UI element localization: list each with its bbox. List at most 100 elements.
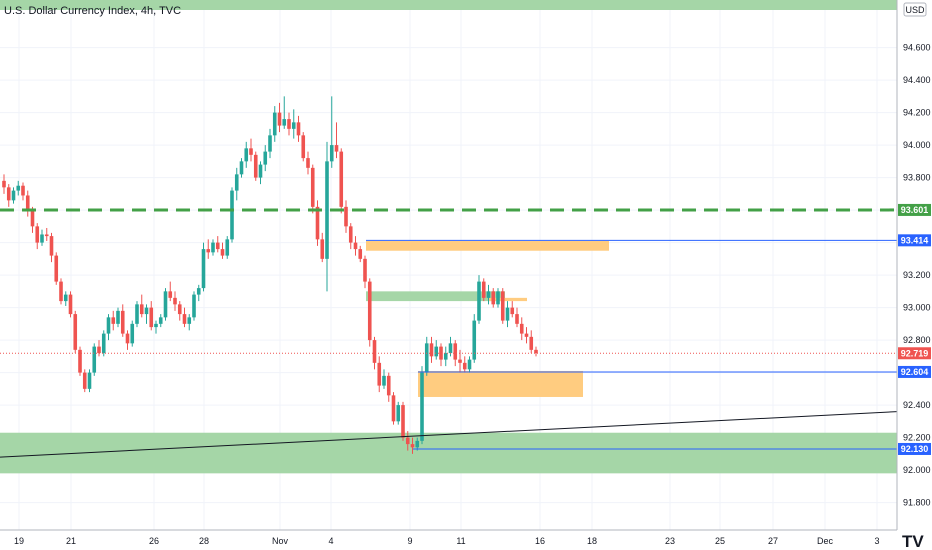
candle-body [410,444,415,448]
candle-body [97,346,101,354]
candle-body [310,167,315,207]
candle-body [358,249,363,259]
levels [0,208,898,458]
candle-body [458,359,462,363]
price-tag-label: 92.604 [901,367,929,377]
candle-body [177,304,182,315]
candle-body [206,249,211,253]
candle-body [348,226,353,243]
candle-body [291,122,296,129]
candle-body [377,362,382,386]
candle-body [329,145,334,162]
candle-body [139,304,144,315]
price-tag-label: 93.414 [901,235,929,245]
candle-body [16,185,21,191]
candle-body [472,320,477,360]
time-tick-label: 23 [665,536,675,546]
candle-body [25,195,30,211]
candle-body [21,185,25,196]
candle-body [158,317,163,324]
candle-body [306,158,310,168]
candle-body [196,288,201,295]
currency-badge[interactable]: USD [903,2,927,17]
candle-body [510,307,515,315]
candle-body [353,242,358,250]
candle-body [63,294,68,302]
candle-body [524,333,529,337]
candle-body [486,291,491,298]
price-axis-background[interactable] [897,0,932,530]
candle-body [30,210,35,227]
candle-body [173,297,177,305]
candle-body [49,236,54,256]
price-tick-label: 94.600 [903,43,931,53]
candle-body [182,314,187,324]
price-tick-label: 93.800 [903,173,931,183]
time-tick-label: Nov [272,536,289,546]
time-tick-label: 19 [14,536,24,546]
price-tag [898,442,931,455]
candle-body [301,135,306,159]
candle-body [35,226,40,243]
candle-body [344,206,348,227]
candle-body [529,336,534,350]
candle-body [187,317,192,324]
candle-body [44,234,49,237]
candle-body [130,323,135,344]
candle-body [111,317,116,324]
candle-body [120,310,125,334]
candle-body [372,340,377,363]
price-tick-label: 94.200 [903,108,931,118]
candle-body [230,190,234,240]
candle-body [420,372,424,441]
candle-body [334,145,339,152]
candle-body [125,333,130,344]
trend-line[interactable] [0,411,898,458]
time-tick-label: 28 [199,536,209,546]
candle-body [477,281,481,321]
candle-body [448,343,453,354]
candle-body [325,161,329,259]
candle-body [192,294,196,318]
candle-body [462,362,467,370]
candle-body [519,323,524,334]
candle-body [154,323,158,328]
candles [2,96,538,454]
candle-body [282,119,287,126]
currency-badge-box [903,2,927,17]
supply-zone-orange [366,240,609,251]
candle-body [386,375,391,396]
candle-body [401,405,405,438]
candle-body [244,148,249,162]
price-tick-label: 93.000 [903,303,931,313]
candle-body [73,314,78,350]
candle-body [415,440,420,448]
time-axis-background[interactable] [0,530,932,550]
price-tick-label: 94.400 [903,75,931,85]
time-tick-label: 9 [407,536,412,546]
candle-body [429,343,434,357]
tradingview-logo[interactable]: TV [902,532,924,550]
candle-body [315,206,320,240]
candle-body [40,234,44,243]
zones [0,0,897,474]
candle-body [92,346,97,373]
candle-body [253,154,258,178]
time-tick-label: 18 [587,536,597,546]
candle-body [78,349,82,373]
candle-body [106,317,111,334]
candle-body [491,291,496,305]
chart-title: U.S. Dollar Currency Index, 4h, TVC [4,5,181,17]
candle-body [263,151,268,165]
price-axis-ticks: 94.60094.40094.20094.00093.80093.60093.4… [903,43,931,508]
zone-green-mid [366,291,505,302]
support-zone-bottom [0,432,897,474]
candle-body [272,112,277,136]
candle-body [168,291,173,298]
price-tick-label: 92.400 [903,400,931,410]
time-tick-label: 4 [328,536,333,546]
candle-body [101,333,106,354]
candle-body [59,281,63,302]
candle-body [424,343,429,373]
